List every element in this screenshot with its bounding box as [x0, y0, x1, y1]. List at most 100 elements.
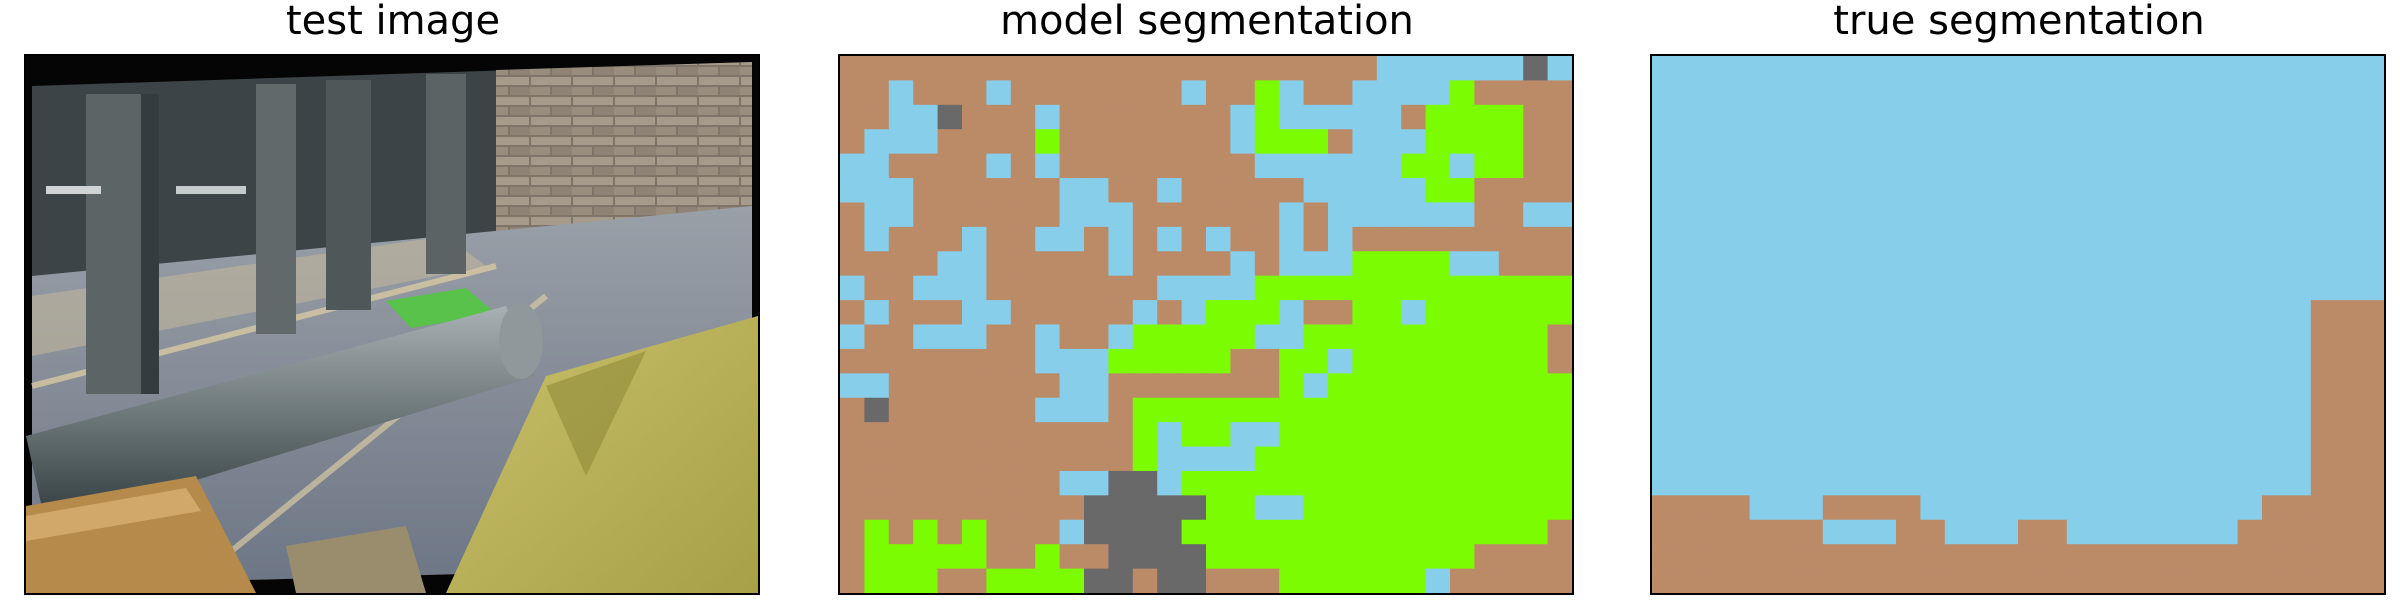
- true-segmentation-cell: [2359, 153, 2384, 179]
- true-segmentation-cell: [1725, 519, 1751, 545]
- true-segmentation-cell: [1676, 251, 1702, 277]
- model-segmentation-cell: [1498, 373, 1524, 399]
- model-segmentation-cell: [1206, 422, 1231, 448]
- model-segmentation-cell: [986, 178, 1012, 204]
- true-segmentation-cell: [1993, 275, 2019, 301]
- model-segmentation-cell: [1352, 300, 1378, 326]
- true-segmentation-cell: [2188, 226, 2214, 252]
- true-segmentation-cell: [2018, 153, 2043, 179]
- true-segmentation-cell: [1700, 153, 1726, 179]
- model-segmentation-cell: [1254, 178, 1280, 204]
- true-segmentation-cell: [2066, 202, 2092, 228]
- true-segmentation-cell: [1896, 470, 1921, 496]
- model-segmentation-cell: [1279, 153, 1305, 179]
- true-segmentation-cell: [2042, 373, 2068, 399]
- true-segmentation-cell: [1993, 446, 2019, 472]
- true-segmentation-cell: [2042, 226, 2068, 252]
- model-segmentation-cell: [962, 324, 987, 350]
- model-segmentation-cell: [1401, 129, 1427, 155]
- true-segmentation-cell: [2066, 495, 2092, 521]
- model-segmentation-cell: [1059, 348, 1085, 374]
- model-segmentation-cell: [1352, 153, 1378, 179]
- true-segmentation-cell: [1725, 470, 1751, 496]
- model-segmentation-cell: [864, 104, 890, 130]
- model-segmentation-cell: [1352, 226, 1378, 252]
- true-segmentation-cell: [1944, 178, 1970, 204]
- true-segmentation-cell: [1798, 104, 1824, 130]
- true-segmentation-cell: [2286, 519, 2312, 545]
- model-segmentation-cell: [1523, 397, 1549, 423]
- model-segmentation-cell: [1328, 153, 1353, 179]
- model-segmentation-cell: [1254, 495, 1280, 521]
- model-segmentation-cell: [1084, 226, 1109, 252]
- model-segmentation-cell: [1498, 226, 1524, 252]
- true-segmentation-cell: [2335, 348, 2361, 374]
- model-segmentation-cell: [1254, 422, 1280, 448]
- model-segmentation-cell: [1279, 80, 1305, 106]
- true-segmentation-cell: [2286, 202, 2312, 228]
- model-segmentation-cell: [1059, 104, 1085, 130]
- true-segmentation-cell: [1969, 202, 1995, 228]
- true-segmentation-cell: [1774, 80, 1799, 106]
- true-segmentation-cell: [1652, 324, 1677, 350]
- model-segmentation-cell: [1547, 129, 1572, 155]
- true-segmentation-cell: [1822, 178, 1848, 204]
- true-segmentation-cell: [2066, 568, 2092, 593]
- model-segmentation-cell: [1547, 104, 1572, 130]
- true-segmentation-cell: [2164, 568, 2190, 593]
- true-segmentation-cell: [2286, 544, 2312, 570]
- true-segmentation-cell: [1749, 422, 1775, 448]
- true-segmentation-cell: [1652, 56, 1677, 82]
- true-segmentation-cell: [2042, 275, 2068, 301]
- true-segmentation-cell: [1969, 446, 1995, 472]
- model-segmentation-cell: [1303, 446, 1329, 472]
- model-segmentation-cell: [1425, 470, 1451, 496]
- true-segmentation-cell: [2237, 80, 2263, 106]
- model-segmentation-cell: [1132, 495, 1158, 521]
- true-segmentation-cell: [2213, 568, 2239, 593]
- model-segmentation-cell: [1230, 202, 1256, 228]
- true-segmentation-cell: [2213, 324, 2239, 350]
- true-segmentation-cell: [2359, 397, 2384, 423]
- model-segmentation-cell: [1035, 153, 1061, 179]
- model-segmentation-cell: [1279, 495, 1305, 521]
- true-segmentation-cell: [1822, 153, 1848, 179]
- model-segmentation-cell: [1450, 397, 1475, 423]
- true-segmentation-cell: [1896, 519, 1921, 545]
- model-segmentation-cell: [962, 178, 987, 204]
- model-segmentation-cell: [888, 324, 914, 350]
- true-segmentation-cell: [1725, 324, 1751, 350]
- model-segmentation-cell: [1108, 129, 1134, 155]
- model-segmentation-cell: [1401, 397, 1427, 423]
- true-segmentation-cell: [1725, 544, 1751, 570]
- model-segmentation-cell: [1352, 129, 1378, 155]
- model-segmentation-cell: [1352, 422, 1378, 448]
- true-segmentation-cell: [1944, 544, 1970, 570]
- true-segmentation-cell: [1652, 226, 1677, 252]
- true-segmentation-cell: [1725, 178, 1751, 204]
- model-segmentation-cell: [1010, 519, 1036, 545]
- true-segmentation-cell: [2188, 251, 2214, 277]
- true-segmentation-cell: [2164, 519, 2190, 545]
- model-segmentation-cell: [1279, 251, 1305, 277]
- model-segmentation-cell: [1328, 80, 1353, 106]
- model-segmentation-cell: [1230, 519, 1256, 545]
- model-segmentation-cell: [1401, 202, 1427, 228]
- true-segmentation-cell: [2066, 300, 2092, 326]
- model-segmentation-cell: [1425, 251, 1451, 277]
- model-segmentation-cell: [1547, 226, 1572, 252]
- model-segmentation-cell: [1401, 544, 1427, 570]
- model-segmentation-cell: [840, 275, 865, 301]
- model-segmentation-title: model segmentation: [1000, 0, 1414, 44]
- true-segmentation-cell: [1725, 422, 1751, 448]
- true-segmentation-cell: [2018, 373, 2043, 399]
- model-segmentation-cell: [1498, 495, 1524, 521]
- true-segmentation-cell: [2018, 348, 2043, 374]
- model-segmentation-cell: [1547, 568, 1572, 593]
- true-segmentation-cell: [2335, 373, 2361, 399]
- true-segmentation-cell: [1798, 324, 1824, 350]
- true-segmentation-cell: [2188, 80, 2214, 106]
- true-segmentation-cell: [1676, 178, 1702, 204]
- model-segmentation-cell: [1328, 397, 1353, 423]
- model-segmentation-cell: [1352, 495, 1378, 521]
